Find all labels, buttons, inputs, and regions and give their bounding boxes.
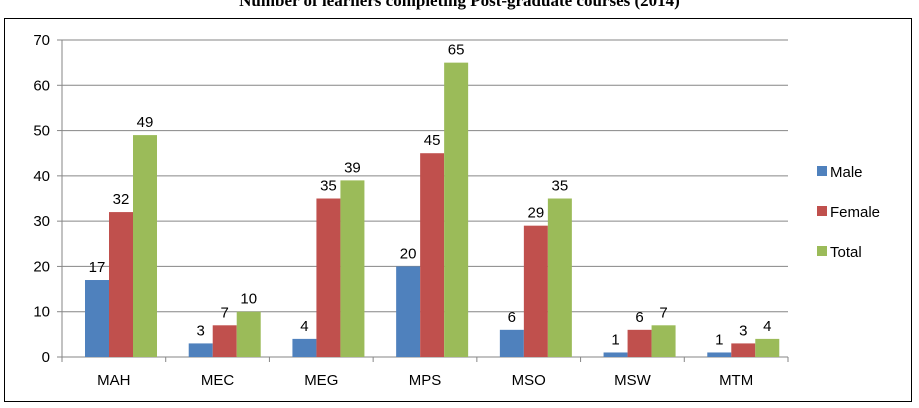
bar-total-mso — [547, 198, 572, 357]
data-label: 7 — [221, 304, 229, 321]
data-label: 6 — [508, 309, 516, 326]
legend-label-total: Total — [830, 244, 862, 261]
x-tick-label: MAH — [97, 372, 130, 389]
x-tick-label: MEC — [201, 372, 235, 389]
data-label: 1 — [715, 331, 723, 348]
data-label: 7 — [659, 304, 667, 321]
data-label: 3 — [739, 322, 747, 339]
legend-swatch-male — [817, 166, 827, 176]
data-label: 17 — [89, 259, 106, 276]
bar-female-mso — [523, 225, 548, 357]
bar-female-meg — [316, 198, 341, 357]
x-tick-label: MTM — [719, 372, 753, 389]
data-label: 20 — [400, 245, 417, 262]
data-label: 39 — [344, 159, 361, 176]
data-label: 6 — [635, 309, 643, 326]
x-tick-label: MSO — [512, 372, 546, 389]
y-tick-label: 20 — [33, 258, 50, 275]
data-label: 35 — [320, 178, 337, 195]
chart-title: Number of learners completing Post-gradu… — [239, 0, 680, 10]
bar-male-msw — [603, 352, 628, 357]
data-label: 45 — [424, 132, 441, 149]
bar-total-meg — [340, 180, 365, 357]
x-tick-label: MPS — [409, 372, 442, 389]
y-tick-label: 60 — [33, 77, 50, 94]
bar-total-mec — [236, 311, 261, 357]
data-label: 4 — [763, 318, 771, 335]
bar-female-mtm — [731, 343, 756, 357]
legend-swatch-female — [817, 206, 827, 216]
y-tick-label: 0 — [42, 349, 50, 366]
bar-female-mah — [109, 212, 133, 357]
y-tick-label: 50 — [33, 123, 50, 140]
legend-label-male: Male — [830, 164, 863, 181]
bar-total-mtm — [755, 338, 780, 357]
x-tick-label: MSW — [614, 372, 652, 389]
bar-female-mec — [212, 325, 237, 357]
bar-male-mtm — [707, 352, 732, 357]
bar-male-mps — [396, 266, 421, 357]
y-axis-ticks: 0 10 20 30 40 50 60 70 — [33, 32, 50, 366]
bar-male-mso — [499, 329, 524, 357]
data-label: 1 — [611, 331, 619, 348]
legend: Male Female Total — [817, 164, 880, 261]
data-label: 4 — [300, 318, 308, 335]
x-tick-label: MEG — [304, 372, 338, 389]
bar-female-mps — [420, 153, 445, 357]
data-label: 35 — [552, 178, 569, 195]
y-tick-label: 10 — [33, 304, 50, 321]
data-label: 10 — [240, 291, 257, 308]
data-label: 65 — [448, 42, 465, 59]
legend-label-female: Female — [830, 204, 880, 221]
data-label: 32 — [113, 191, 130, 208]
bars — [85, 62, 780, 358]
y-tick-label: 40 — [33, 168, 50, 185]
data-label: 3 — [197, 322, 205, 339]
bar-male-meg — [292, 338, 317, 357]
bar-total-mah — [133, 135, 157, 357]
y-tick-label: 70 — [33, 32, 50, 49]
bar-female-msw — [627, 329, 652, 357]
x-axis-ticks: MAH MEC MEG MPS MSO MSW MTM — [97, 372, 753, 389]
data-label: 49 — [137, 114, 154, 131]
legend-swatch-total — [817, 246, 827, 256]
bar-male-mah — [85, 280, 109, 357]
y-tick-label: 30 — [33, 213, 50, 230]
bar-total-mps — [444, 62, 469, 358]
bar-total-msw — [651, 325, 676, 357]
data-label: 29 — [528, 205, 545, 222]
bar-male-mec — [188, 343, 213, 357]
chart-frame — [4, 18, 912, 402]
